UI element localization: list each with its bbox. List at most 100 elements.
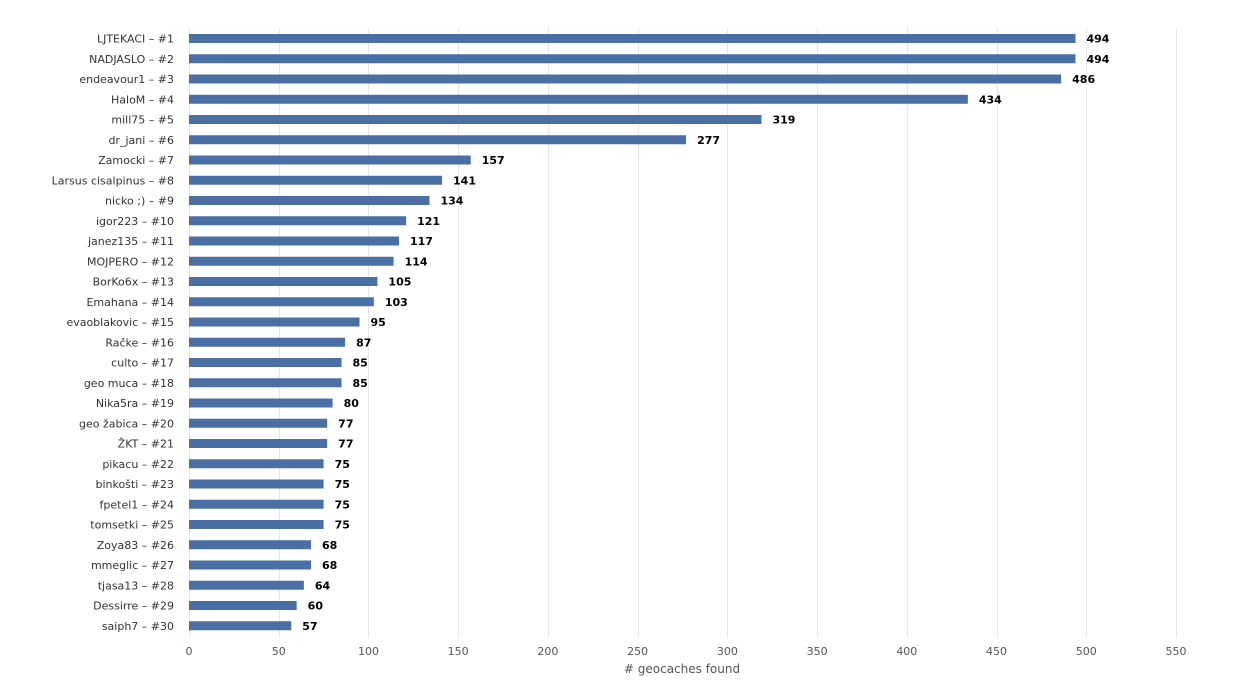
x-tick-label: 350 (807, 645, 828, 658)
data-label: 68 (322, 559, 337, 572)
bar (189, 277, 378, 286)
x-tick-label: 250 (627, 645, 648, 658)
bar (189, 115, 762, 124)
bar (189, 499, 324, 509)
bar (189, 34, 1076, 43)
bar (189, 418, 328, 428)
data-label: 64 (315, 579, 331, 592)
category-label: endeavour1 – #3 (79, 73, 174, 86)
x-tick-label: 50 (272, 645, 286, 658)
category-label: janez135 – #11 (87, 235, 174, 248)
category-label: binkošti – #23 (95, 478, 174, 491)
category-label: MOJPERO – #12 (87, 255, 174, 268)
data-label: 486 (1072, 73, 1095, 86)
category-label: Zoya83 – #26 (97, 539, 174, 552)
x-tick-label: 300 (717, 645, 738, 658)
bar (189, 580, 304, 590)
x-tick-label: 550 (1166, 645, 1187, 658)
category-label: tjasa13 – #28 (98, 579, 174, 592)
data-label: 80 (344, 397, 360, 410)
category-label: Dessirre – #29 (93, 600, 174, 613)
bar (189, 337, 346, 347)
category-label: Račke – #16 (105, 336, 174, 349)
bar (189, 621, 292, 631)
data-label: 157 (482, 154, 505, 167)
data-label: 434 (979, 93, 1002, 106)
category-label: nicko ;) – #9 (105, 195, 174, 208)
data-label: 494 (1087, 33, 1110, 46)
grid-lines (189, 28, 1177, 638)
bar (189, 155, 471, 165)
bar (189, 175, 443, 185)
bar (189, 540, 312, 550)
bar (189, 297, 374, 307)
bar (189, 196, 430, 205)
data-label: 75 (335, 478, 350, 491)
category-label: mmeglic – #27 (91, 559, 174, 572)
category-label: saiph7 – #30 (102, 620, 174, 633)
category-label: igor223 – #10 (96, 215, 174, 228)
bar (189, 479, 324, 489)
data-label: 57 (302, 620, 317, 633)
x-tick-label: 200 (537, 645, 558, 658)
x-tick-label: 100 (358, 645, 379, 658)
category-label: Zamocki – #7 (98, 154, 174, 167)
category-label: ŽKT – #21 (118, 438, 174, 451)
bar (189, 459, 324, 469)
bars (189, 34, 1076, 631)
bar (189, 236, 399, 246)
category-label: Nika5ra – #19 (96, 397, 174, 410)
category-label: dr_jani – #6 (108, 134, 174, 147)
data-label: 103 (385, 296, 408, 309)
data-label: 105 (388, 276, 411, 289)
bar (189, 317, 360, 327)
x-tick-label: 150 (448, 645, 469, 658)
category-label: evaoblakovic – #15 (66, 316, 174, 329)
data-label: 85 (353, 377, 368, 390)
data-label: 494 (1087, 53, 1110, 66)
data-label: 121 (417, 215, 440, 228)
category-label: NADJASLO – #2 (89, 53, 174, 66)
bar (189, 520, 324, 529)
data-label: 68 (322, 539, 337, 552)
bar (189, 135, 687, 145)
data-label: 87 (356, 336, 371, 349)
category-label: BorKo6x – #13 (93, 276, 174, 289)
data-label: 277 (697, 134, 720, 147)
bar (189, 398, 333, 408)
data-label: 141 (453, 174, 476, 187)
bar (189, 54, 1076, 64)
data-label: 114 (405, 255, 428, 268)
data-label: 95 (370, 316, 385, 329)
data-label: 77 (338, 417, 353, 430)
category-label: Emahana – #14 (86, 296, 174, 309)
x-tick-label: 0 (186, 645, 193, 658)
bar (189, 74, 1062, 84)
x-tick-label: 450 (986, 645, 1007, 658)
category-label: LJTEKACI – #1 (97, 33, 174, 46)
category-label: fpetel1 – #24 (100, 498, 174, 511)
bar (189, 94, 968, 104)
category-labels: LJTEKACI – #1 NADJASLO – #2 endeavour1 – #… (52, 33, 174, 633)
data-label: 85 (353, 357, 368, 370)
x-tick-label: 500 (1076, 645, 1097, 658)
data-label: 75 (335, 458, 350, 471)
category-label: Larsus cisalpinus – #8 (52, 174, 174, 187)
category-label: pikacu – #22 (102, 458, 174, 471)
category-label: geo žabica – #20 (79, 417, 174, 430)
x-axis-title: # geocaches found (624, 662, 740, 676)
bar (189, 216, 407, 226)
bar (189, 601, 297, 610)
data-label: 134 (440, 195, 463, 208)
category-label: mill75 – #5 (111, 114, 174, 127)
bar (189, 439, 328, 448)
data-label: 75 (335, 519, 350, 532)
bar (189, 358, 342, 367)
data-label: 75 (335, 498, 350, 511)
x-tick-label: 400 (896, 645, 917, 658)
bar (189, 378, 342, 388)
data-label: 117 (410, 235, 433, 248)
bar (189, 256, 394, 266)
